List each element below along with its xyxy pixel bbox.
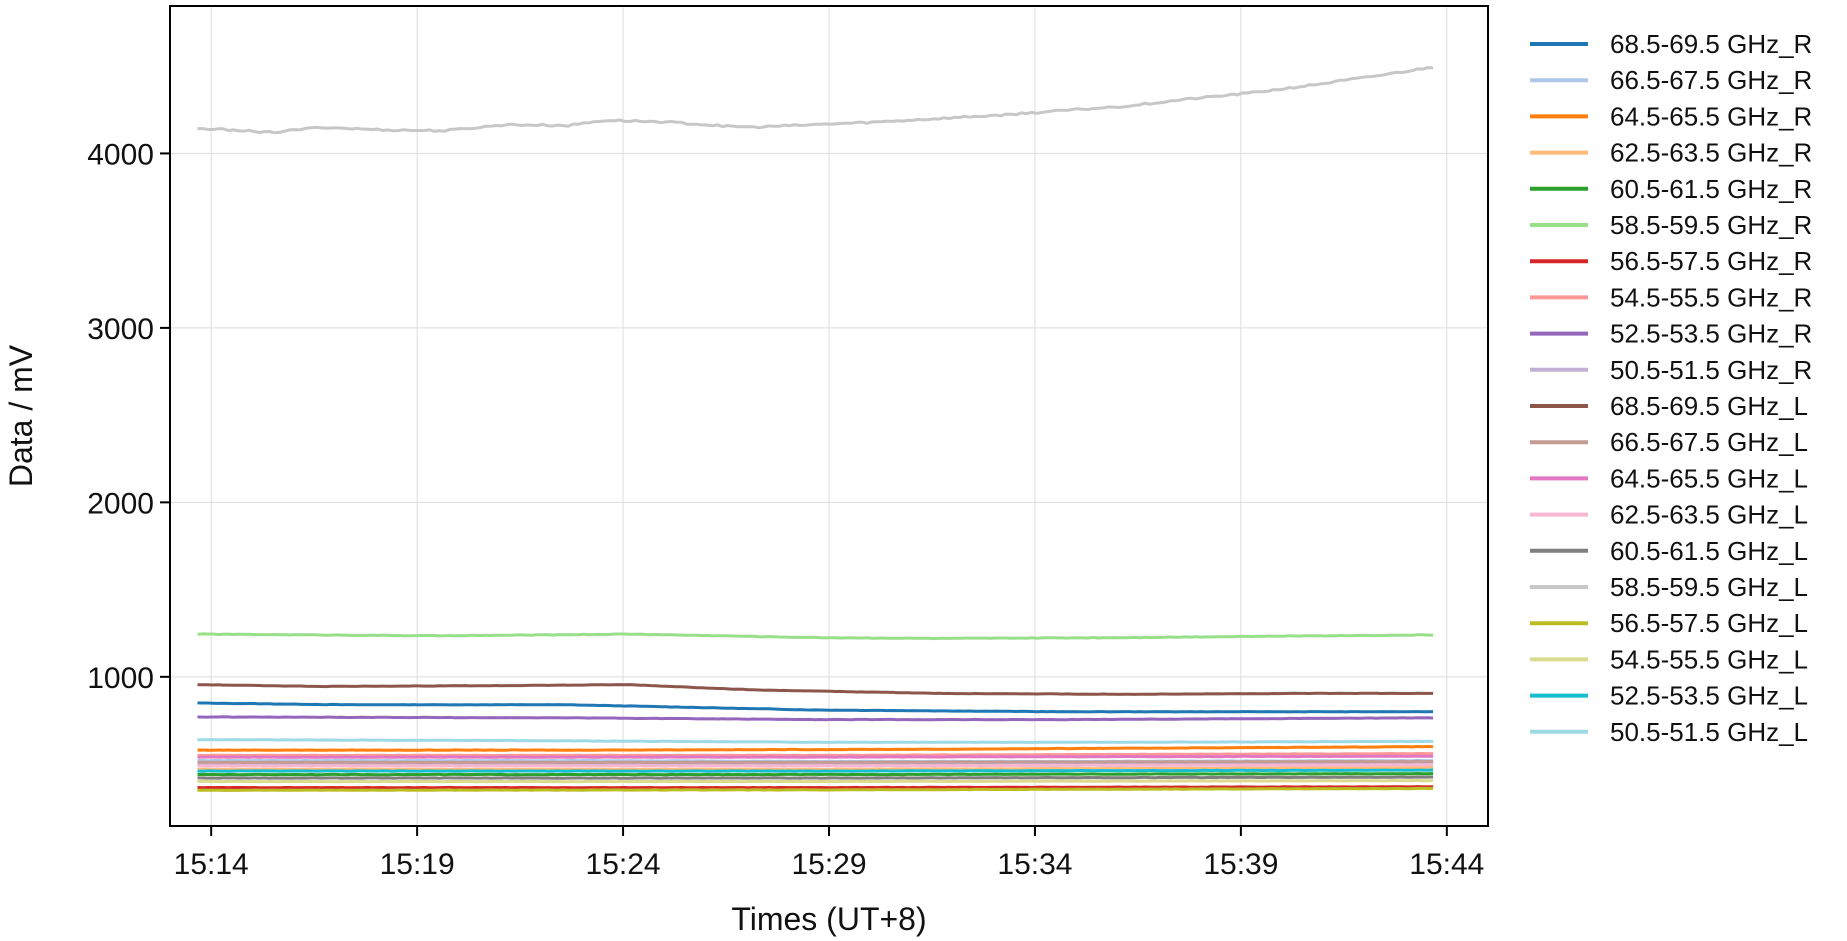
series-lines [197,66,1434,792]
legend-label: 60.5-61.5 GHz_R [1610,174,1812,204]
legend-label: 50.5-51.5 GHz_R [1610,355,1812,385]
legend-label: 60.5-61.5 GHz_L [1610,536,1808,566]
legend-label: 54.5-55.5 GHz_R [1610,282,1812,312]
legend-label: 64.5-65.5 GHz_L [1610,463,1808,493]
series-line-10 [197,761,1434,766]
series-line-3 [197,745,1434,752]
x-axis-ticks: 15:14 15:19 15:24 15:29 15:34 15:39 15:44 [174,826,1484,881]
y-axis-ticks: 1000 2000 3000 4000 [87,138,170,695]
legend-label: 66.5-67.5 GHz_R [1610,65,1812,95]
series-line-6 [197,632,1434,641]
series-line-1 [197,701,1434,714]
legend-label: 52.5-53.5 GHz_L [1610,681,1808,711]
series-line-9 [197,715,1434,722]
legend-label: 54.5-55.5 GHz_L [1610,644,1808,674]
x-tick-label: 15:34 [997,848,1072,881]
series-line-7 [197,785,1434,790]
series-line-5 [197,772,1434,777]
x-tick-label: 15:39 [1203,848,1278,881]
legend-label: 52.5-53.5 GHz_R [1610,319,1812,349]
x-tick-label: 15:19 [380,848,455,881]
y-tick-label: 3000 [87,313,154,346]
legend-label: 58.5-59.5 GHz_R [1610,210,1812,240]
x-axis-label: Times (UT+8) [731,901,926,937]
series-line-16 [197,66,1434,135]
y-tick-label: 4000 [87,138,154,171]
x-tick-label: 15:29 [791,848,866,881]
y-axis-label: Data / mV [3,344,39,487]
legend-label: 68.5-69.5 GHz_R [1610,29,1812,59]
legend: 68.5-69.5 GHz_R 66.5-67.5 GHz_R 64.5-65.5 … [1530,29,1812,747]
series-line-17 [197,786,1434,792]
legend-label: 62.5-63.5 GHz_L [1610,500,1808,530]
legend-label: 56.5-57.5 GHz_L [1610,608,1808,638]
series-line-12 [197,759,1434,764]
y-tick-label: 1000 [87,662,154,695]
grid [170,6,1488,826]
x-tick-label: 15:14 [174,848,249,881]
x-tick-label: 15:44 [1409,848,1484,881]
series-line-8 [197,752,1434,757]
series-line-15 [197,775,1434,780]
legend-label: 56.5-57.5 GHz_R [1610,246,1812,276]
series-line-18 [197,779,1434,784]
series-line-11 [197,683,1434,696]
legend-label: 68.5-69.5 GHz_L [1610,391,1808,421]
legend-label: 66.5-67.5 GHz_L [1610,427,1808,457]
legend-label: 62.5-63.5 GHz_R [1610,138,1812,168]
legend-label: 64.5-65.5 GHz_R [1610,101,1812,131]
series-line-13 [197,754,1434,759]
x-tick-label: 15:24 [586,848,661,881]
series-line-14 [197,763,1434,768]
legend-label: 50.5-51.5 GHz_L [1610,717,1808,747]
legend-label: 58.5-59.5 GHz_L [1610,572,1808,602]
series-line-19 [197,768,1434,773]
y-tick-label: 2000 [87,487,154,520]
series-line-20 [197,738,1434,744]
